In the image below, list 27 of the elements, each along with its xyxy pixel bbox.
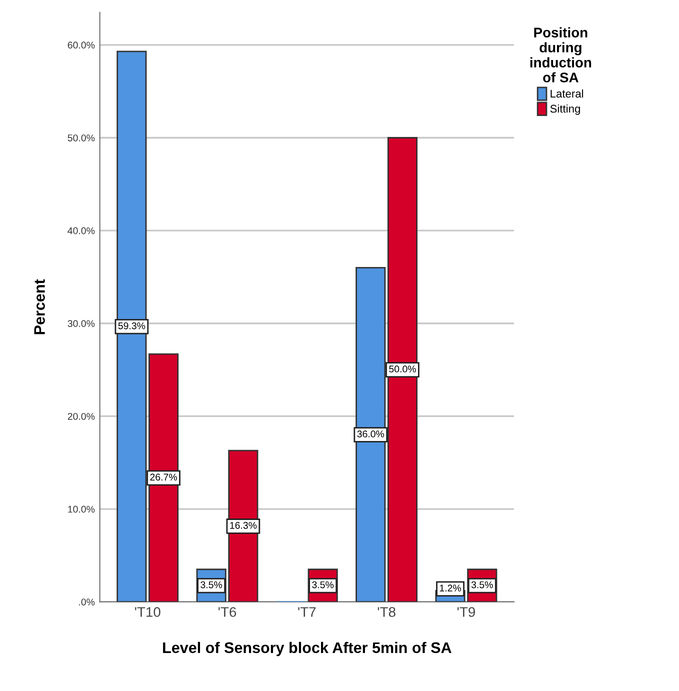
x-axis-title: Level of Sensory block After 5min of SA [163, 642, 452, 656]
legend-label: Lateral [550, 89, 584, 98]
data-label: 26.7% [150, 474, 177, 481]
legend-label: Sitting [550, 104, 580, 115]
data-label: 16.3% [230, 522, 257, 529]
data-label: 36.0% [357, 430, 384, 438]
y-tick-label: 30.0% [68, 320, 95, 328]
x-tick-label: 'T9 [457, 607, 475, 617]
y-tick-label: .0% [79, 598, 95, 606]
legend-title: Position during induction of SA [530, 27, 592, 82]
x-tick-label: 'T7 [298, 607, 316, 617]
y-tick-label: 50.0% [68, 134, 95, 142]
y-tick-label: 20.0% [68, 412, 95, 420]
x-tick-label: 'T8 [378, 607, 396, 617]
data-label: 1.2% [440, 584, 462, 592]
y-axis-title: Percent [34, 279, 45, 334]
y-tick-label: 60.0% [68, 42, 95, 49]
bar [387, 137, 418, 602]
x-tick-label: 'T6 [218, 607, 236, 617]
data-label: 59.3% [118, 322, 146, 330]
data-label: 50.0% [389, 366, 416, 372]
data-label: 3.5% [312, 581, 334, 588]
x-tick-label: 'T10 [135, 607, 160, 617]
y-tick-label: 10.0% [68, 506, 95, 513]
data-label: 3.5% [200, 581, 222, 588]
y-tick-label: 40.0% [68, 227, 95, 234]
data-label: 3.5% [471, 581, 493, 588]
